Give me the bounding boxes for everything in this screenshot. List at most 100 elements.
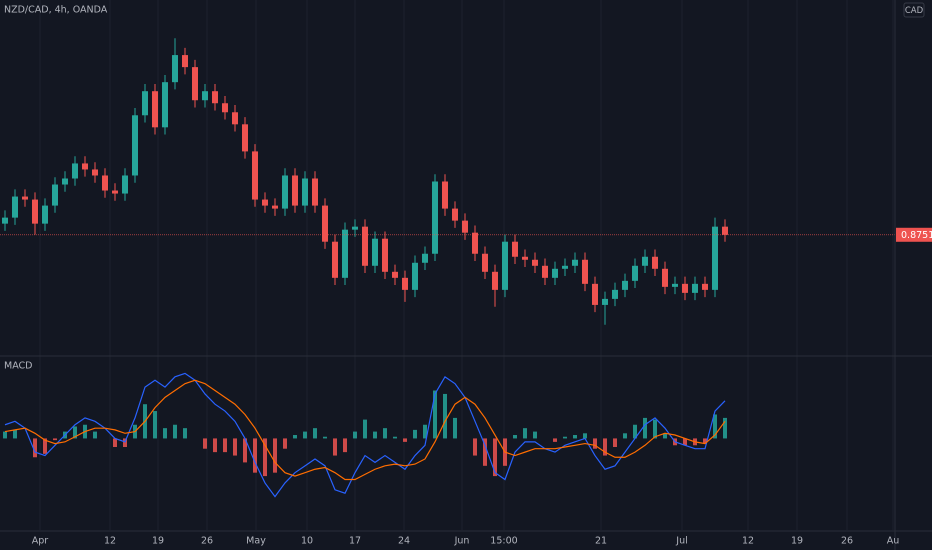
candle-body [302,178,308,206]
x-tick-label: 19 [152,536,164,547]
candle-body [152,91,158,128]
x-tick-label: 19 [791,536,803,547]
histogram-bar [603,438,607,456]
candle-body [132,115,138,176]
candle-body [122,175,128,194]
candle-body [362,226,368,266]
candle-body [222,103,228,113]
candle-body [702,283,708,290]
candle-body [332,241,338,278]
histogram-bar [353,431,357,439]
histogram-bar [383,428,387,439]
marks [0,38,895,498]
x-tick-label: Jun [454,536,470,547]
candle-body [592,283,598,305]
candle-body [632,265,638,281]
histogram-bar [223,438,227,453]
candle-body [142,91,148,116]
grid [39,0,894,530]
candle-body [662,268,668,287]
histogram-bar [713,414,717,439]
candle-body [692,283,698,293]
candle-body [432,181,438,254]
last-price-box [896,227,932,242]
candle-body [42,205,48,224]
histogram-bar [293,435,297,439]
candle-body [272,205,278,209]
histogram-bar [453,417,457,439]
histogram-bar [3,431,7,439]
histogram-bar [583,433,587,439]
candle-body [602,298,608,305]
x-tick-label: 10 [301,536,313,547]
histogram-bar [493,438,497,477]
candle-body [282,175,288,209]
x-tick-label: 26 [841,536,853,547]
histogram-bar [393,436,397,439]
histogram-bar [533,431,537,439]
histogram-bar [563,436,567,439]
candle-body [682,283,688,293]
x-tick-label: Apr [32,536,49,547]
candle-body [642,256,648,266]
candle-body [322,205,328,242]
histogram-bar [723,417,727,439]
candle-body [442,181,448,209]
histogram-bar [373,431,377,439]
candle-body [172,55,178,83]
candle-body [482,253,488,272]
candle-body [382,238,388,272]
histogram-bar [633,424,637,439]
candle-body [552,268,558,278]
candle-body [52,184,58,206]
x-tick-label: 12 [742,536,754,547]
candle-body [202,91,208,101]
x-tick-label: 12 [104,536,116,547]
candle-body [82,163,88,170]
currency-box[interactable] [903,2,925,18]
histogram-bar [153,411,157,439]
histogram-bar [233,438,237,456]
histogram-bar [683,438,687,446]
candle-body [532,259,538,266]
x-tick-label: May [246,536,266,547]
candle-body [342,229,348,278]
candle-body [542,265,548,278]
histogram-bar [703,438,707,444]
candle-body [402,277,408,290]
histogram-bar [483,438,487,466]
candle-body [612,289,618,299]
histogram-bar [473,438,477,456]
histogram-bar [183,428,187,439]
histogram-bar [203,438,207,449]
candle-body [712,226,718,290]
candle-body [32,199,38,224]
histogram-bar [523,428,527,439]
histogram-bar [243,438,247,463]
macd-line [4,379,726,481]
candle-body [212,91,218,104]
candle-body [162,82,168,128]
histogram-bar [413,429,417,439]
candle-body [92,169,98,176]
candle-body [562,265,568,269]
candle-body [462,220,468,233]
histogram-bar [163,428,167,439]
candle-body [182,55,188,68]
histogram-bar [593,438,597,449]
indicator-title: MACD [4,361,32,372]
candle-body [102,175,108,191]
candle-body [722,226,728,235]
histogram-bar [643,417,647,439]
x-tick-label: 24 [398,536,410,547]
histogram-bar [93,431,97,439]
candle-body [12,196,18,218]
histogram-bar [73,426,77,439]
candle-body [652,256,658,269]
currency-label[interactable]: CAD [905,6,924,16]
candle-body [412,262,418,290]
histogram-bar [343,438,347,453]
candle-body [512,241,518,257]
